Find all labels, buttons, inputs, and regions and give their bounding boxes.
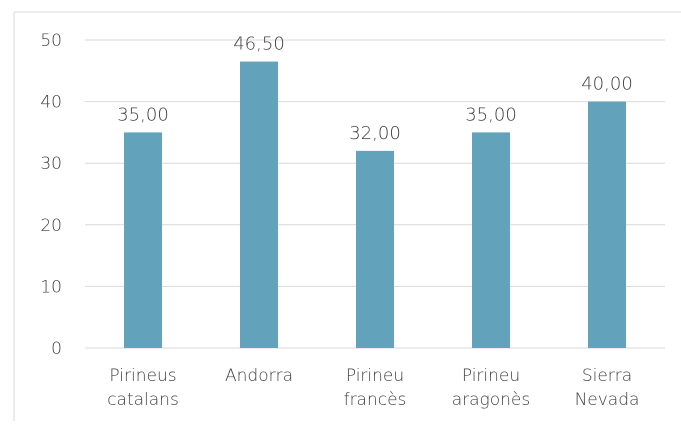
- bar: [472, 132, 510, 348]
- y-tick-label: 10: [40, 277, 62, 297]
- y-tick-label: 40: [40, 93, 62, 113]
- bar: [588, 101, 626, 348]
- x-tick-label: aragonès: [452, 390, 531, 410]
- y-axis-tick-labels: 0 10 20 30 40 50: [40, 31, 62, 359]
- data-labels: 35,00 46,50 32,00 35,00 40,00: [117, 34, 633, 144]
- data-label: 35,00: [465, 104, 517, 125]
- bar: [240, 61, 278, 349]
- x-tick-label: Pirineu: [462, 366, 520, 386]
- bar: [124, 132, 162, 348]
- data-label: 40,00: [581, 74, 633, 95]
- y-tick-label: 20: [40, 216, 62, 236]
- x-tick-label: Pirineus: [109, 366, 176, 386]
- x-tick-label: Andorra: [225, 366, 293, 386]
- y-tick-label: 0: [51, 339, 62, 359]
- y-tick-label: 50: [40, 31, 62, 51]
- bar: [356, 150, 394, 348]
- data-label: 35,00: [117, 104, 169, 125]
- y-tick-label: 30: [40, 154, 62, 174]
- data-label: 32,00: [349, 123, 401, 144]
- x-tick-label: francès: [344, 390, 407, 410]
- x-axis-tick-labels: Pirineus catalans Andorra Pirineu francès Pir…: [107, 366, 639, 410]
- x-tick-label: Nevada: [575, 390, 640, 410]
- data-label: 46,50: [233, 34, 285, 55]
- x-tick-label: catalans: [107, 390, 179, 410]
- x-tick-label: Pirineu: [346, 366, 404, 386]
- bars: [124, 61, 626, 349]
- x-tick-label: Sierra: [582, 366, 632, 386]
